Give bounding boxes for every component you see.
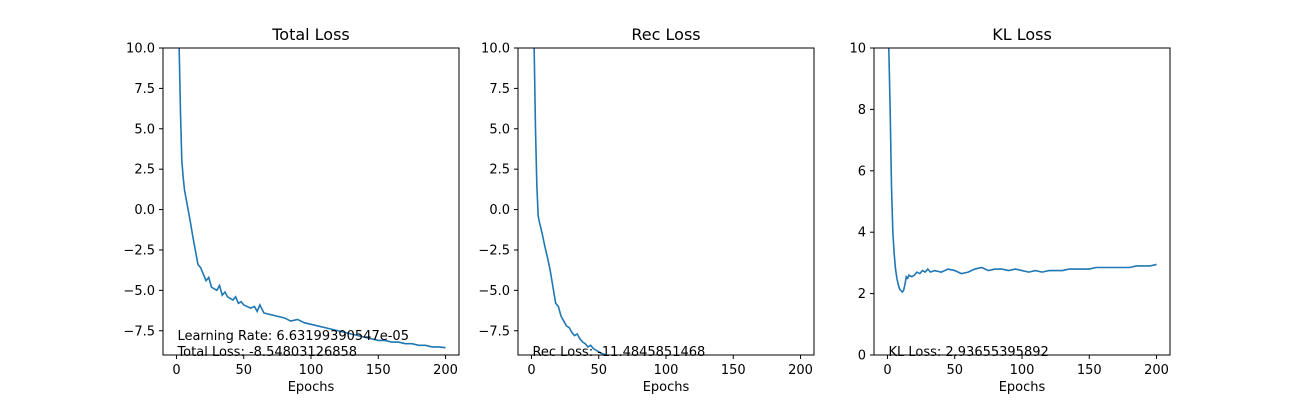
axes-kl-loss: KL Loss Epochs 0 50 100 150 200 0 2 4 6 8 10 KL Los… <box>849 25 1171 395</box>
x-tick-label: 0 <box>172 363 180 378</box>
x-tick-label: 200 <box>788 363 813 378</box>
annotation-kl-loss: KL Loss: 2.93655395892 <box>888 345 1048 360</box>
series-line <box>533 48 607 355</box>
x-axis-label: Epochs <box>643 380 690 395</box>
x-tick-label: 100 <box>654 363 679 378</box>
y-tick-label: −5.0 <box>123 284 155 299</box>
chart-title: Total Loss <box>271 25 350 44</box>
y-tick-label: 2.5 <box>134 163 155 178</box>
x-tick-label: 50 <box>235 363 252 378</box>
chart-title: KL Loss <box>992 25 1052 44</box>
x-tick-label: 0 <box>527 363 535 378</box>
y-tick-label: 4 <box>858 226 866 241</box>
x-axis-label: Epochs <box>999 380 1046 395</box>
y-tick-label: 5.0 <box>134 122 155 137</box>
chart-title: Rec Loss <box>631 25 700 44</box>
x-tick-label: 150 <box>366 363 391 378</box>
x-tick-label: 200 <box>433 363 458 378</box>
y-tick-label: 7.5 <box>489 82 510 97</box>
annotation-rec-loss: Rec Loss: -11.4845851468 <box>532 345 705 360</box>
y-tick-label: 10.0 <box>481 42 510 57</box>
plot-area <box>517 47 815 356</box>
y-tick-label: 10.0 <box>126 42 155 57</box>
x-tick-label: 50 <box>590 363 607 378</box>
y-tick-label: −2.5 <box>123 243 155 258</box>
x-axis-label: Epochs <box>288 380 335 395</box>
y-tick-label: 10 <box>849 42 866 57</box>
y-tick-label: 7.5 <box>134 82 155 97</box>
x-tick-label: 100 <box>299 363 324 378</box>
y-tick-label: −7.5 <box>123 324 155 339</box>
x-tick-label: 0 <box>883 363 891 378</box>
y-tick-label: 5.0 <box>489 122 510 137</box>
y-tick-label: 8 <box>858 103 866 118</box>
annotation-total-loss: Total Loss: -8.54803126858 <box>176 345 357 360</box>
y-tick-label: −2.5 <box>478 243 510 258</box>
y-tick-label: 0.0 <box>134 203 155 218</box>
x-tick-label: 150 <box>721 363 746 378</box>
y-tick-label: −7.5 <box>478 324 510 339</box>
axes-total-loss: Total Loss Epochs 0 50 100 150 200 −7.5 −5.0 −2… <box>123 25 460 395</box>
y-tick-label: 0.0 <box>489 203 510 218</box>
y-tick-label: 2.5 <box>489 163 510 178</box>
x-tick-label: 100 <box>1010 363 1035 378</box>
x-tick-label: 150 <box>1077 363 1102 378</box>
y-tick-label: 2 <box>858 287 866 302</box>
x-tick-label: 50 <box>946 363 963 378</box>
annotation-learning-rate: Learning Rate: 6.63199390547e-05 <box>177 329 409 344</box>
x-tick-label: 200 <box>1144 363 1169 378</box>
axes-rec-loss: Rec Loss Epochs 0 50 100 150 200 −7.5 −5.0 −2.5… <box>478 25 815 395</box>
y-tick-label: 6 <box>858 164 866 179</box>
plot-area <box>873 47 1171 356</box>
y-tick-label: −5.0 <box>478 284 510 299</box>
plot-area <box>162 47 460 356</box>
series-line <box>887 48 1157 294</box>
y-tick-label: 0 <box>858 349 866 364</box>
series-line <box>178 48 446 349</box>
